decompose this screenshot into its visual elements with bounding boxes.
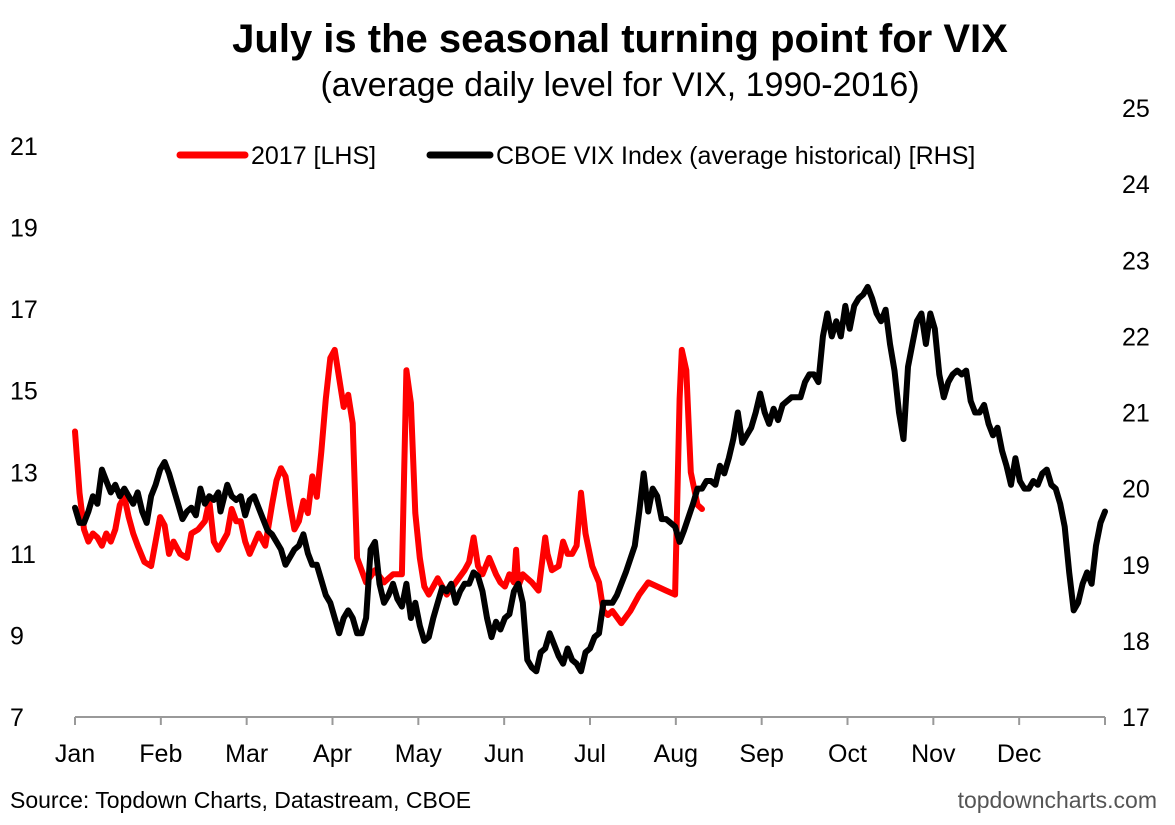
left-tick-label: 7: [10, 704, 24, 732]
right-tick-label: 24: [1122, 171, 1150, 199]
x-tick-label: Jun: [484, 740, 524, 768]
x-tick-label: Mar: [225, 740, 268, 768]
right-tick-label: 18: [1122, 628, 1150, 656]
chart-subtitle: (average daily level for VIX, 1990-2016): [320, 66, 919, 104]
right-tick-label: 21: [1122, 400, 1150, 428]
right-tick-label: 17: [1122, 704, 1150, 732]
left-tick-label: 19: [10, 215, 38, 243]
right-tick-label: 25: [1122, 95, 1150, 123]
left-tick-label: 17: [10, 296, 38, 324]
series-line-2017: [72, 346, 705, 627]
x-tick-label: Apr: [313, 740, 352, 768]
x-tick-label: Nov: [911, 740, 956, 768]
left-tick-label: 9: [10, 622, 24, 650]
x-tick-label: Jan: [55, 740, 95, 768]
right-tick-label: 20: [1122, 476, 1150, 504]
legend-label: 2017 [LHS]: [251, 142, 376, 170]
x-tick-label: Jul: [574, 740, 606, 768]
left-tick-label: 21: [10, 133, 38, 161]
legend: 2017 [LHS] CBOE VIX Index (average histor…: [176, 142, 975, 170]
source-note: Source: Topdown Charts, Datastream, CBOE: [10, 787, 471, 813]
x-tick-label: Dec: [997, 740, 1041, 768]
x-tick-label: Feb: [139, 740, 182, 768]
axes: Jan Feb Mar Apr May Jun Jul Aug Sep Oct Nov Dec 7 9 11…: [10, 95, 1150, 768]
chart-title: July is the seasonal turning point for V…: [232, 17, 1008, 61]
series-line-vix-historical: [72, 283, 1108, 675]
right-tick-label: 19: [1122, 552, 1150, 580]
watermark: topdowncharts.com: [958, 787, 1157, 813]
plot-area: [72, 283, 1108, 675]
x-tick-label: Oct: [828, 740, 867, 768]
x-tick-label: Sep: [739, 740, 783, 768]
left-tick-label: 11: [10, 541, 36, 569]
right-tick-label: 23: [1122, 247, 1150, 275]
left-tick-label: 15: [10, 378, 38, 406]
left-tick-label: 13: [10, 459, 38, 487]
legend-label: CBOE VIX Index (average historical) [RHS…: [496, 142, 975, 170]
right-tick-label: 22: [1122, 323, 1150, 351]
x-tick-label: Aug: [654, 740, 698, 768]
x-tick-label: May: [395, 740, 443, 768]
